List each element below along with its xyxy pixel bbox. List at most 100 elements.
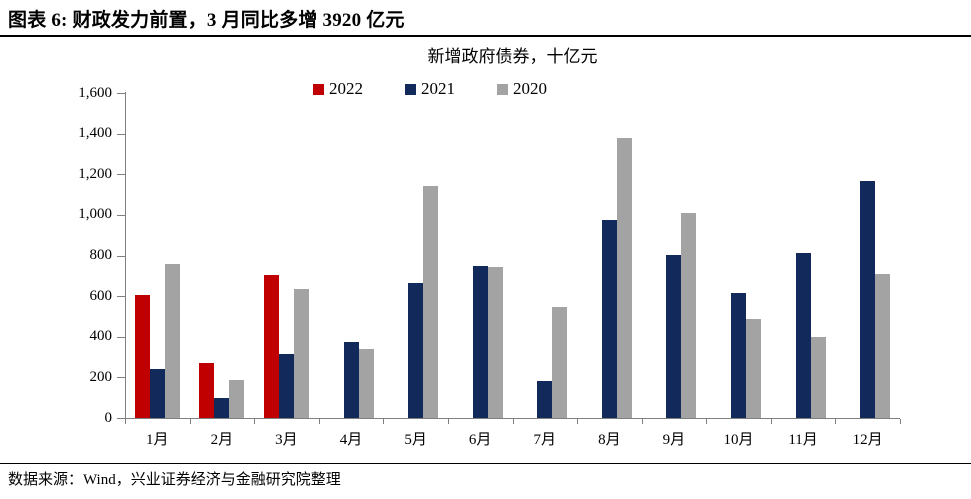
figure-header: 图表 6: 财政发力前置，3 月同比多增 3920 亿元 bbox=[0, 0, 971, 37]
bar-2022-1月 bbox=[134, 295, 150, 418]
x-axis-label: 12月 bbox=[852, 432, 883, 448]
bar-2020-6月 bbox=[487, 266, 503, 418]
x-axis-label: 2月 bbox=[210, 432, 234, 448]
bar-group bbox=[835, 93, 900, 418]
bar-2021-4月 bbox=[343, 341, 359, 418]
y-axis-tick bbox=[117, 214, 125, 216]
bar-2020-5月 bbox=[423, 186, 439, 418]
y-axis-tick bbox=[117, 296, 125, 298]
bar-group bbox=[254, 93, 319, 418]
bar-2021-5月 bbox=[408, 282, 424, 418]
bar-2022-3月 bbox=[263, 274, 279, 418]
x-axis-tick bbox=[706, 419, 708, 424]
y-axis-label: 0 bbox=[104, 409, 113, 426]
bar-2021-12月 bbox=[860, 181, 876, 418]
bar-2022-2月 bbox=[199, 363, 215, 418]
x-axis-label: 4月 bbox=[339, 432, 363, 448]
legend-label-2022: 2022 bbox=[329, 79, 363, 98]
bar-2020-4月 bbox=[358, 348, 374, 418]
x-axis-tick bbox=[577, 419, 579, 424]
bar-2021-7月 bbox=[537, 381, 553, 418]
legend-item-2020: 2020 bbox=[497, 79, 547, 99]
x-axis-label: 5月 bbox=[404, 432, 427, 448]
x-axis-label: 9月 bbox=[662, 432, 686, 448]
bar-group bbox=[190, 93, 255, 418]
x-axis-tick bbox=[835, 419, 837, 424]
x-axis-label: 10月 bbox=[723, 432, 754, 448]
x-axis-tick bbox=[900, 419, 901, 424]
bar-group bbox=[319, 93, 384, 418]
figure-title: 图表 6: 财政发力前置，3 月同比多增 3920 亿元 bbox=[8, 10, 405, 31]
y-axis-label: 1,000 bbox=[78, 206, 112, 223]
bar-2021-2月 bbox=[214, 397, 230, 418]
bar-2020-2月 bbox=[229, 380, 245, 418]
x-axis-label: 1月 bbox=[145, 432, 169, 448]
y-axis-tick bbox=[117, 377, 125, 379]
x-axis-label: 7月 bbox=[533, 432, 556, 448]
x-axis-tick bbox=[254, 419, 256, 424]
bar-2021-10月 bbox=[731, 293, 746, 418]
bar-2021-6月 bbox=[472, 265, 488, 418]
bar-group bbox=[577, 93, 642, 418]
y-axis-label: 1,600 bbox=[78, 84, 112, 101]
bar-2020-3月 bbox=[293, 289, 309, 418]
y-axis-tick bbox=[117, 174, 125, 176]
x-axis-line bbox=[125, 418, 900, 419]
bar-2020-9月 bbox=[681, 212, 697, 418]
bar-2020-7月 bbox=[552, 307, 568, 418]
figure-footer: 数据来源：Wind，兴业证券经济与金融研究院整理 bbox=[0, 463, 971, 489]
y-axis-label: 600 bbox=[89, 287, 113, 304]
chart-title: 新增政府债券，十亿元 bbox=[427, 47, 598, 66]
x-axis-label: 11月 bbox=[788, 432, 818, 448]
bar-group bbox=[513, 93, 578, 418]
y-axis-tick bbox=[117, 255, 125, 257]
bar-group bbox=[448, 93, 513, 418]
y-axis-tick bbox=[117, 133, 125, 135]
y-axis-label: 400 bbox=[89, 328, 113, 345]
bar-group bbox=[706, 93, 771, 418]
y-axis-line bbox=[125, 92, 126, 419]
x-axis-tick bbox=[125, 419, 126, 424]
x-axis-tick bbox=[318, 419, 320, 424]
legend-label-2021: 2021 bbox=[421, 79, 455, 98]
y-axis-label: 1,200 bbox=[78, 165, 112, 182]
bar-group bbox=[383, 93, 448, 418]
bar-2021-8月 bbox=[601, 220, 617, 418]
bar-2020-10月 bbox=[746, 318, 761, 418]
y-axis-tick bbox=[117, 336, 125, 338]
x-axis-tick bbox=[383, 419, 385, 424]
bar-group bbox=[125, 93, 190, 418]
y-axis-tick bbox=[117, 418, 125, 419]
legend-item-2022: 2022 bbox=[313, 79, 363, 99]
bar-2021-11月 bbox=[795, 252, 811, 418]
bar-group bbox=[642, 93, 707, 418]
x-axis-label: 3月 bbox=[275, 432, 298, 448]
data-source-note: 数据来源：Wind，兴业证券经济与金融研究院整理 bbox=[8, 472, 341, 488]
y-axis-label: 1,400 bbox=[78, 125, 112, 142]
bar-2021-1月 bbox=[149, 369, 165, 418]
x-axis-tick bbox=[189, 419, 191, 424]
bar-2020-12月 bbox=[875, 273, 891, 418]
x-axis-label: 6月 bbox=[468, 432, 492, 448]
legend-item-2021: 2021 bbox=[405, 79, 455, 99]
x-axis-label: 8月 bbox=[598, 432, 621, 448]
bar-2020-1月 bbox=[164, 263, 180, 418]
bar-2021-3月 bbox=[278, 354, 294, 418]
legend-swatch-2021 bbox=[405, 83, 416, 95]
y-axis-label: 800 bbox=[89, 247, 113, 263]
x-axis-tick bbox=[447, 419, 449, 424]
x-axis-tick bbox=[512, 419, 514, 424]
y-axis-label: 200 bbox=[89, 368, 113, 385]
bar-2020-11月 bbox=[810, 336, 826, 418]
chart-legend: 2022 2021 2020 bbox=[313, 79, 547, 99]
legend-label-2020: 2020 bbox=[513, 79, 547, 98]
y-axis-tick bbox=[117, 93, 125, 94]
bar-2020-8月 bbox=[616, 137, 632, 418]
bar-2021-9月 bbox=[666, 254, 682, 418]
legend-swatch-2020 bbox=[497, 83, 508, 95]
x-axis-tick bbox=[770, 419, 772, 424]
legend-swatch-2022 bbox=[313, 83, 324, 95]
bar-group bbox=[771, 93, 836, 418]
x-axis-tick bbox=[641, 419, 643, 424]
